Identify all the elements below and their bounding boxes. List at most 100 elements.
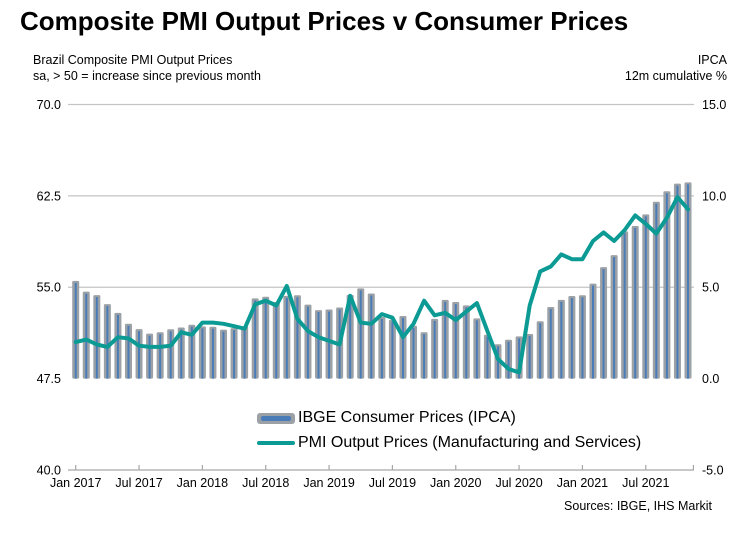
ipca-bar-stripe [423, 334, 426, 379]
y-left-tick-label: 70.0 [37, 98, 61, 112]
pmi-line [73, 195, 690, 375]
ipca-bar-stripe [486, 336, 489, 379]
ipca-bar-stripe [370, 295, 373, 379]
right-axis-title-line1: IPCA [697, 53, 727, 67]
ipca-bar-stripe [634, 228, 637, 379]
x-tick-label: Jan 2017 [50, 476, 101, 490]
ipca-bar-stripe [190, 326, 193, 379]
ipca-bar-stripe [275, 304, 278, 379]
ipca-bar-stripe [328, 311, 331, 379]
y-left-tick-label: 40.0 [37, 463, 61, 477]
ipca-bar-stripe [159, 334, 162, 379]
x-tick-label: Jan 2018 [177, 476, 228, 490]
ipca-bar-stripe [359, 290, 362, 379]
y-left-tick-label: 62.5 [37, 189, 61, 203]
ipca-bar-stripe [613, 257, 616, 379]
ipca-bar-stripe [116, 314, 119, 379]
ipca-bar-stripe [391, 321, 394, 379]
ipca-bar-stripe [496, 346, 499, 379]
ipca-bar-stripe [74, 282, 77, 379]
ipca-bar-stripe [602, 269, 605, 379]
ipca-bar-stripe [211, 328, 214, 379]
ipca-bar-stripe [106, 306, 109, 379]
ipca-bar-stripe [180, 329, 183, 379]
ipca-bar-stripe [665, 193, 668, 379]
ipca-bar-stripe [412, 327, 415, 379]
ipca-bar-stripe [433, 320, 436, 379]
ipca-bar-stripe [570, 298, 573, 379]
ipca-bar-stripe [591, 285, 594, 379]
ipca-bar-stripe [306, 306, 309, 379]
x-axis [68, 465, 695, 471]
ipca-bar-stripe [475, 320, 478, 379]
ipca-bar-stripe [138, 331, 141, 379]
ipca-bar-stripe [528, 336, 531, 379]
ipca-bar-stripe [655, 203, 658, 379]
ipca-bar-stripe [676, 185, 679, 379]
x-axis-labels: Jan 2017 Jul 2017 Jan 2018 Jul 2018 Jan 2019… [50, 476, 669, 490]
ipca-bar-stripe [201, 328, 204, 379]
left-axis-title: Brazil Composite PMI Output Prices sa, >… [33, 52, 261, 84]
x-tick-label: Jul 2018 [242, 476, 289, 490]
bar-series-swatch-icon [257, 412, 295, 424]
ipca-bar-stripe [95, 297, 98, 379]
ipca-bar-stripe [148, 335, 151, 379]
legend-item-pmi: PMI Output Prices (Manufacturing and Ser… [257, 434, 641, 452]
ipca-bar-stripe [444, 301, 447, 379]
ipca-bar-stripe [254, 300, 257, 379]
ipca-bar-stripe [169, 331, 172, 379]
x-tick-label: Jan 2019 [303, 476, 354, 490]
ipca-bar-stripe [85, 293, 88, 379]
legend-label-pmi: PMI Output Prices (Manufacturing and Ser… [298, 434, 642, 451]
x-tick-label: Jul 2021 [622, 476, 669, 490]
ipca-bar-stripe [243, 328, 246, 379]
ipca-bar-stripe [380, 319, 383, 379]
legend-label-ipca: IBGE Consumer Prices (IPCA) [298, 409, 516, 426]
y-axis-left-labels: 70.0 62.5 55.0 47.5 40.0 [37, 98, 61, 478]
right-axis-title: IPCA 12m cumulative % [625, 52, 727, 84]
sources-note: Sources: IBGE, IHS Markit [564, 499, 712, 513]
ipca-bar-stripe [401, 317, 404, 379]
ipca-bar-stripe [549, 308, 552, 379]
x-tick-label: Jan 2021 [557, 476, 608, 490]
ipca-bar-stripe [623, 233, 626, 379]
ipca-bar-stripe [581, 297, 584, 379]
ipca-bar-stripe [233, 330, 236, 379]
ipca-bar-stripe [560, 301, 563, 379]
y-left-tick-label: 55.0 [37, 281, 61, 295]
ipca-bar-stripe [222, 331, 225, 379]
left-axis-title-line1: Brazil Composite PMI Output Prices [33, 53, 233, 67]
right-axis-title-line2: 12m cumulative % [624, 69, 727, 83]
ipca-bar-stripe [317, 312, 320, 379]
gridlines [68, 103, 694, 288]
y-right-tick-label: 15.0 [702, 98, 726, 112]
ipca-bar-stripe [539, 323, 542, 379]
x-tick-label: Jul 2019 [369, 476, 416, 490]
ipca-bar-stripe [296, 297, 299, 379]
ipca-bar-stripe [507, 341, 510, 379]
ipca-bar-stripe [465, 307, 468, 379]
line-series-swatch-icon [257, 441, 295, 445]
ipca-bar-stripe [264, 298, 267, 379]
y-left-tick-label: 47.5 [37, 372, 61, 386]
x-tick-label: Jul 2020 [495, 476, 542, 490]
ipca-bar-stripe [687, 184, 690, 379]
ipca-bar-stripe [127, 325, 130, 379]
bar-series-swatch-stripe [261, 415, 291, 421]
x-tick-label: Jul 2017 [115, 476, 162, 490]
ipca-bar-stripe [518, 338, 521, 379]
legend-item-ipca: IBGE Consumer Prices (IPCA) [257, 409, 641, 427]
legend: IBGE Consumer Prices (IPCA) PMI Output P… [257, 409, 641, 452]
x-tick-label: Jan 2020 [430, 476, 481, 490]
y-right-tick-label: 0.0 [702, 372, 719, 386]
y-right-tick-label: 5.0 [702, 281, 719, 295]
ipca-bar-stripe [285, 297, 288, 379]
ipca-bars [72, 182, 692, 379]
page-title: Composite PMI Output Prices v Consumer P… [20, 6, 629, 36]
ipca-bar-stripe [454, 304, 457, 379]
left-axis-title-line2: sa, > 50 = increase since previous month [33, 69, 261, 83]
ipca-bar-stripe [644, 216, 647, 379]
y-axis-right-labels: 15.0 10.0 5.0 0.0 -5.0 [702, 98, 726, 478]
